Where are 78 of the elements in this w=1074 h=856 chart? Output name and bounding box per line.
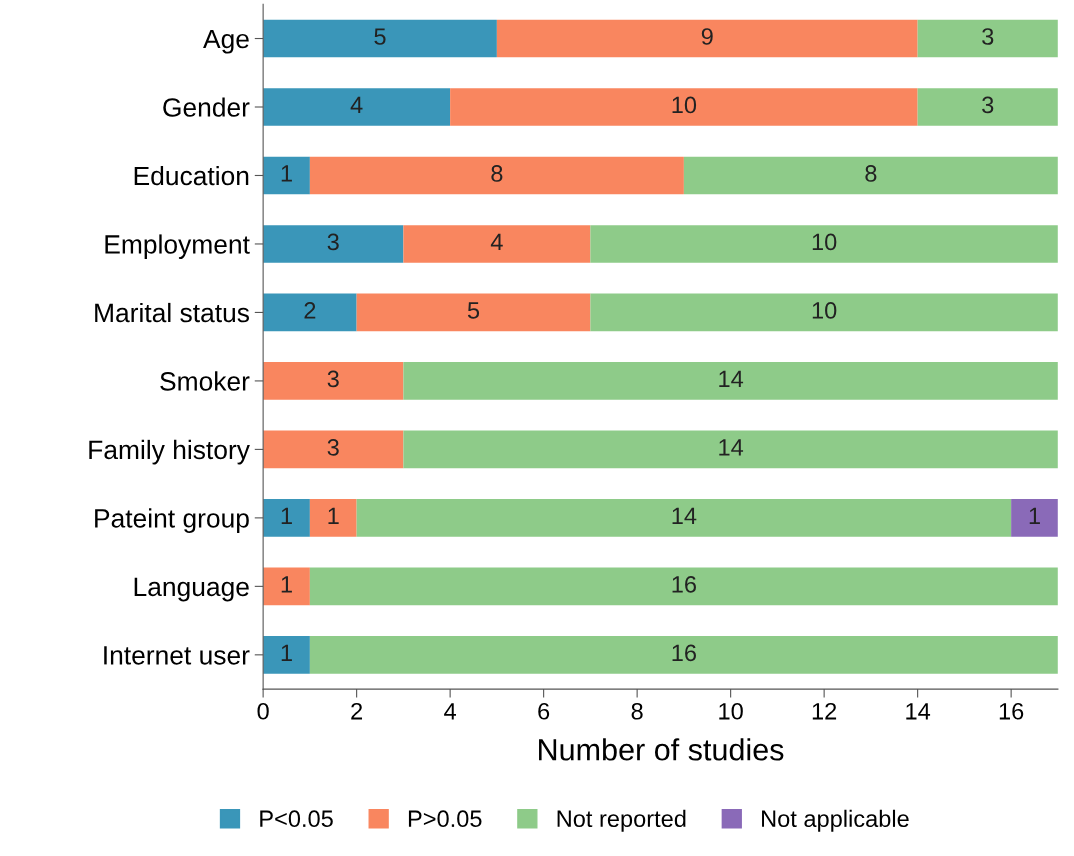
data-label: 3 [982,28,994,45]
x-tick-label: 10 [719,702,743,720]
bar [590,225,1058,263]
data-label: 14 [719,370,744,388]
data-label: 10 [812,302,837,319]
data-label: 8 [865,165,877,182]
bar [450,88,918,126]
bar [263,636,310,674]
data-label: 3 [327,370,339,388]
y-tick-label: Employment [105,234,250,259]
data-label: 1 [281,507,292,524]
legend-label: Not reported [557,809,686,832]
x-axis-title: Number of studies [539,738,784,761]
y-tick-label: Gender [163,97,250,117]
bar [263,362,404,400]
data-label: 1 [1029,507,1040,524]
bar [263,225,404,263]
bar [263,499,310,537]
legend-label: Not applicable [762,809,909,832]
data-label: 16 [672,644,696,662]
data-label: 9 [701,28,713,45]
x-tick-label: 4 [444,703,457,720]
data-label: 2 [304,302,316,319]
bar [263,156,310,195]
data-label: 10 [812,233,837,251]
bar [309,636,1058,674]
bar [309,567,1058,606]
data-label: 16 [672,575,696,593]
bar [683,156,1058,195]
x-tick-label: 12 [812,702,837,720]
data-label: 5 [374,28,386,45]
data-label: 3 [982,96,994,114]
data-label: 10 [672,96,697,114]
bar [403,430,1058,469]
x-tick-label: 0 [257,702,269,720]
data-label: 1 [328,507,339,524]
data-label: 14 [719,439,744,456]
y-tick-label: Pateint group [95,508,249,533]
x-tick-label: 2 [351,702,363,720]
bar [263,567,310,606]
bar [590,293,1058,332]
y-tick-label: Age [203,29,249,54]
y-tick-label: Language [134,577,249,602]
legend-label: P>0.05 [408,810,482,828]
bar [403,362,1058,400]
data-label: 8 [491,165,503,182]
bar [496,19,918,58]
x-tick-label: 14 [906,703,931,720]
data-label: 1 [281,644,292,661]
data-label: 3 [327,233,339,251]
data-label: 4 [350,96,363,114]
x-tick-label: 6 [538,702,550,720]
bar [263,293,357,332]
y-tick-label: Family history [89,439,250,465]
data-label: 3 [327,439,339,456]
x-tick-label: 16 [999,702,1024,720]
data-label: 4 [490,233,503,251]
bar [263,88,451,126]
y-tick-label: Marital status [95,302,249,323]
data-label: 5 [467,302,480,319]
bar [917,19,1058,58]
bar [356,293,591,332]
bar [356,499,1012,537]
bar [403,225,591,263]
y-tick-label: Smoker [160,371,250,391]
data-label: 1 [281,165,292,182]
bar [1011,499,1058,537]
bar [263,19,497,58]
legend-label: P<0.05 [260,810,333,828]
bar [917,88,1058,126]
y-tick-label: Internet user [104,646,250,665]
bar [263,430,404,469]
bar [309,156,684,195]
data-label: 1 [281,576,292,593]
data-label: 14 [672,507,697,524]
bar [309,499,357,537]
x-tick-label: 8 [631,702,643,720]
y-tick-label: Education [134,165,249,186]
